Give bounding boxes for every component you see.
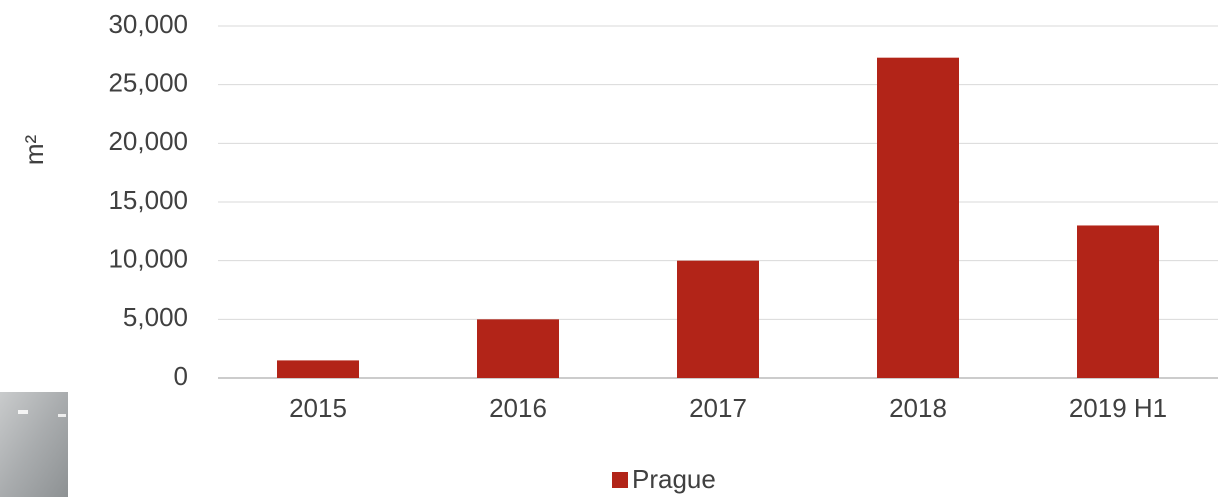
y-tick-label: 30,000 [108, 9, 188, 39]
x-tick-label: 2015 [289, 393, 347, 423]
photo-light [58, 414, 66, 417]
legend-label: Prague [632, 464, 716, 494]
x-tick-label: 2018 [889, 393, 947, 423]
bar [277, 360, 359, 378]
y-tick-label: 25,000 [108, 68, 188, 98]
photo-light [18, 410, 28, 414]
y-tick-label: 10,000 [108, 244, 188, 274]
bar [1077, 225, 1159, 378]
y-tick-label: 0 [174, 361, 188, 391]
legend-swatch [612, 472, 628, 488]
bar [477, 319, 559, 378]
y-axis-label: m² [19, 135, 49, 166]
bar [677, 260, 759, 378]
y-tick-label: 5,000 [123, 302, 188, 332]
bar [877, 57, 959, 379]
y-tick-label: 15,000 [108, 185, 188, 215]
y-tick-label: 20,000 [108, 126, 188, 156]
photo-fragment [0, 392, 68, 497]
x-tick-label: 2017 [689, 393, 747, 423]
x-tick-label: 2016 [489, 393, 547, 423]
x-tick-label: 2019 H1 [1069, 393, 1167, 423]
